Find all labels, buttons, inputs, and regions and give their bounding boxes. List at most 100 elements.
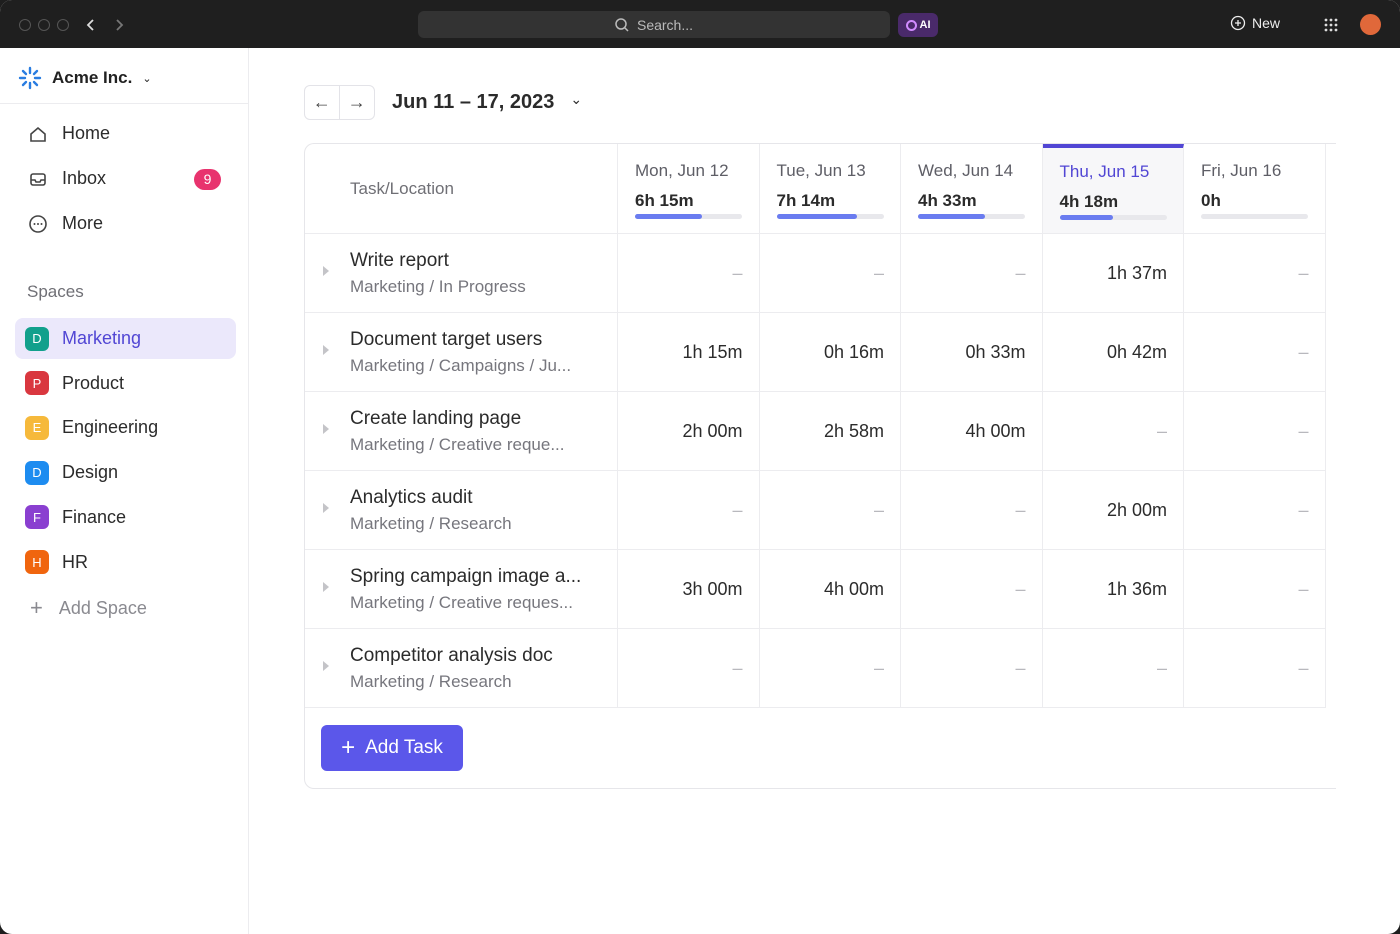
new-label: New (1252, 15, 1281, 31)
time-cell[interactable]: – (618, 471, 760, 550)
time-cell[interactable]: 1h 36m (1042, 550, 1184, 629)
task-cell[interactable]: Analytics audit Marketing / Research (305, 471, 618, 550)
new-button[interactable]: New (1230, 15, 1280, 31)
time-cell[interactable]: – (901, 629, 1043, 708)
plus-icon (1230, 15, 1246, 31)
day-total: 6h 15m (635, 191, 694, 210)
expand-caret (323, 582, 329, 592)
space-item[interactable]: D Marketing (15, 318, 236, 359)
task-name: Write report (350, 250, 449, 271)
task-name: Spring campaign image a... (350, 566, 582, 587)
date-range-picker[interactable]: Jun 11 – 17, 2023 ⌄ (392, 91, 583, 113)
nav-item[interactable]: Inbox (28, 168, 106, 189)
time-cell[interactable]: – (1042, 629, 1184, 708)
task-cell[interactable]: Spring campaign image a... Marketing / Cr… (305, 550, 618, 629)
time-cell[interactable]: – (1184, 471, 1326, 550)
time-cell[interactable]: – (1184, 234, 1326, 313)
time-cell[interactable]: – (759, 629, 901, 708)
sidebar: Acme Inc. ⌄ Spaces + Add Space Home Inbox 9 M… (0, 48, 249, 934)
time-cell[interactable]: – (1042, 392, 1184, 471)
nav-icon (30, 172, 46, 186)
time-cell[interactable]: 4h 00m (901, 392, 1043, 471)
expand-caret (323, 503, 329, 513)
time-cell[interactable]: 1h 37m (1042, 234, 1184, 313)
time-cell[interactable]: – (901, 471, 1043, 550)
space-icon: E (25, 415, 49, 440)
nav-label: Inbox (62, 168, 107, 188)
space-name: HR (62, 551, 88, 572)
workspace-switcher[interactable]: Acme Inc. ⌄ (18, 66, 152, 90)
task-cell[interactable]: Create landing page Marketing / Creative … (305, 392, 618, 471)
apps-icon[interactable] (1323, 17, 1339, 33)
nav-label: Home (62, 123, 111, 143)
day-progress-track (1059, 215, 1167, 220)
space-icon: D (25, 326, 49, 351)
cut-column (1326, 144, 1337, 708)
time-cell[interactable]: – (1184, 313, 1326, 392)
day-header: Fri, Jun 16 0h (1184, 144, 1326, 234)
time-cell[interactable]: – (1184, 550, 1326, 629)
day-progress-track (1201, 214, 1308, 219)
time-cell[interactable]: – (618, 234, 760, 313)
time-cell[interactable]: 2h 00m (1042, 471, 1184, 550)
ai-button[interactable]: AI (898, 13, 938, 37)
space-name: Marketing (62, 328, 142, 348)
time-cell[interactable]: – (1184, 392, 1326, 471)
day-progress-bar (776, 214, 857, 219)
space-item[interactable]: E Engineering (15, 407, 236, 448)
time-cell[interactable]: 2h 58m (759, 392, 901, 471)
day-header: Wed, Jun 14 4h 33m (901, 144, 1043, 234)
time-cell[interactable]: – (901, 234, 1043, 313)
window-controls (19, 19, 124, 31)
task-name: Analytics audit (350, 487, 473, 508)
time-cell[interactable]: 3h 00m (618, 550, 760, 629)
time-cell[interactable]: 1h 15m (618, 313, 760, 392)
prev-week[interactable]: ← (305, 86, 340, 119)
expand-caret (323, 345, 329, 355)
time-cell[interactable]: 0h 42m (1042, 313, 1184, 392)
week-nav: ← → (304, 85, 375, 120)
task-location: Marketing / In Progress (350, 277, 526, 296)
nav-icon (30, 126, 46, 142)
day-total: 0h (1201, 191, 1221, 210)
time-cell[interactable]: – (759, 471, 901, 550)
space-item[interactable]: F Finance (15, 497, 236, 538)
search-bar[interactable]: Search... (418, 11, 890, 38)
time-cell[interactable]: – (901, 550, 1043, 629)
add-space[interactable]: + Add Space (30, 595, 147, 620)
time-cell[interactable]: 2h 00m (618, 392, 760, 471)
expand-caret (323, 424, 329, 434)
day-header: Mon, Jun 12 6h 15m (618, 144, 760, 234)
time-cell[interactable]: 0h 16m (759, 313, 901, 392)
space-item[interactable]: H HR (15, 542, 236, 583)
time-cell[interactable]: – (759, 234, 901, 313)
spaces-title: Spaces (27, 282, 84, 301)
day-label: Tue, Jun 13 (776, 161, 866, 180)
add-task-button[interactable]: + Add Task (321, 725, 463, 771)
time-cell[interactable]: – (618, 629, 760, 708)
column-header: Task/Location (305, 144, 618, 234)
next-week[interactable]: → (347, 92, 366, 112)
expand-caret (323, 266, 329, 276)
day-progress-track (776, 214, 884, 219)
inbox-badge: 9 (194, 169, 221, 190)
avatar[interactable] (1360, 14, 1381, 35)
day-total: 4h 18m (1059, 192, 1119, 211)
space-item[interactable]: D Design (15, 452, 236, 493)
nav-item[interactable]: More (28, 213, 103, 234)
nav-item[interactable]: Home (28, 123, 110, 144)
space-name: Finance (62, 506, 127, 527)
divider (0, 103, 249, 104)
day-progress-bar (1059, 215, 1113, 220)
add-space-label: Add Space (58, 597, 147, 618)
time-cell[interactable]: 4h 00m (759, 550, 901, 629)
space-item[interactable]: P Product (15, 363, 236, 404)
day-total: 7h 14m (776, 191, 836, 210)
time-cell[interactable]: 0h 33m (901, 313, 1043, 392)
task-cell[interactable]: Document target users Marketing / Campaig… (305, 313, 618, 392)
time-cell[interactable]: – (1184, 629, 1326, 708)
space-icon: H (25, 550, 49, 574)
nav-icon (29, 214, 47, 233)
task-cell[interactable]: Competitor analysis doc Marketing / Resea… (305, 629, 618, 708)
task-cell[interactable]: Write report Marketing / In Progress (305, 234, 618, 313)
